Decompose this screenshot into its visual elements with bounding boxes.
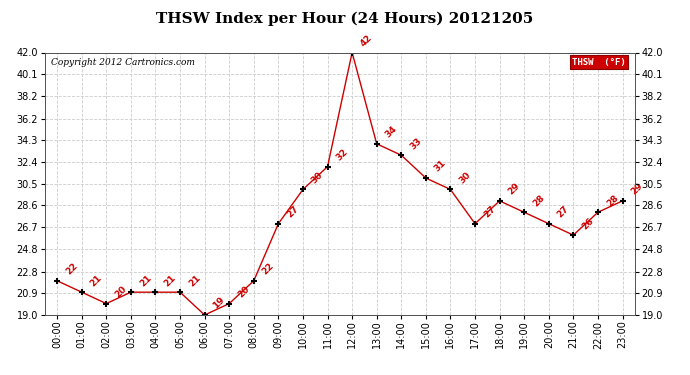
Text: THSW  (°F): THSW (°F) (572, 58, 626, 67)
Text: 21: 21 (162, 273, 177, 288)
Text: 31: 31 (433, 159, 448, 174)
Text: 34: 34 (384, 124, 399, 140)
Text: 27: 27 (482, 204, 497, 219)
Text: 21: 21 (187, 273, 202, 288)
Text: 21: 21 (89, 273, 104, 288)
Text: 27: 27 (555, 204, 571, 219)
Text: 19: 19 (212, 296, 227, 311)
Text: 28: 28 (531, 193, 546, 208)
Text: 21: 21 (138, 273, 153, 288)
Text: 27: 27 (286, 204, 301, 219)
Text: 26: 26 (580, 216, 595, 231)
Text: 22: 22 (64, 261, 79, 277)
Text: 30: 30 (457, 170, 473, 185)
Text: 32: 32 (335, 147, 350, 162)
Text: 33: 33 (408, 136, 424, 151)
Text: 29: 29 (629, 182, 644, 197)
Text: 20: 20 (236, 284, 251, 299)
Text: THSW Index per Hour (24 Hours) 20121205: THSW Index per Hour (24 Hours) 20121205 (157, 11, 533, 26)
Text: 20: 20 (113, 284, 128, 299)
Text: 22: 22 (261, 261, 276, 277)
Text: 29: 29 (506, 182, 522, 197)
Text: Copyright 2012 Cartronics.com: Copyright 2012 Cartronics.com (51, 58, 195, 67)
Text: 28: 28 (605, 193, 620, 208)
Text: 30: 30 (310, 170, 325, 185)
Text: 42: 42 (359, 33, 375, 48)
